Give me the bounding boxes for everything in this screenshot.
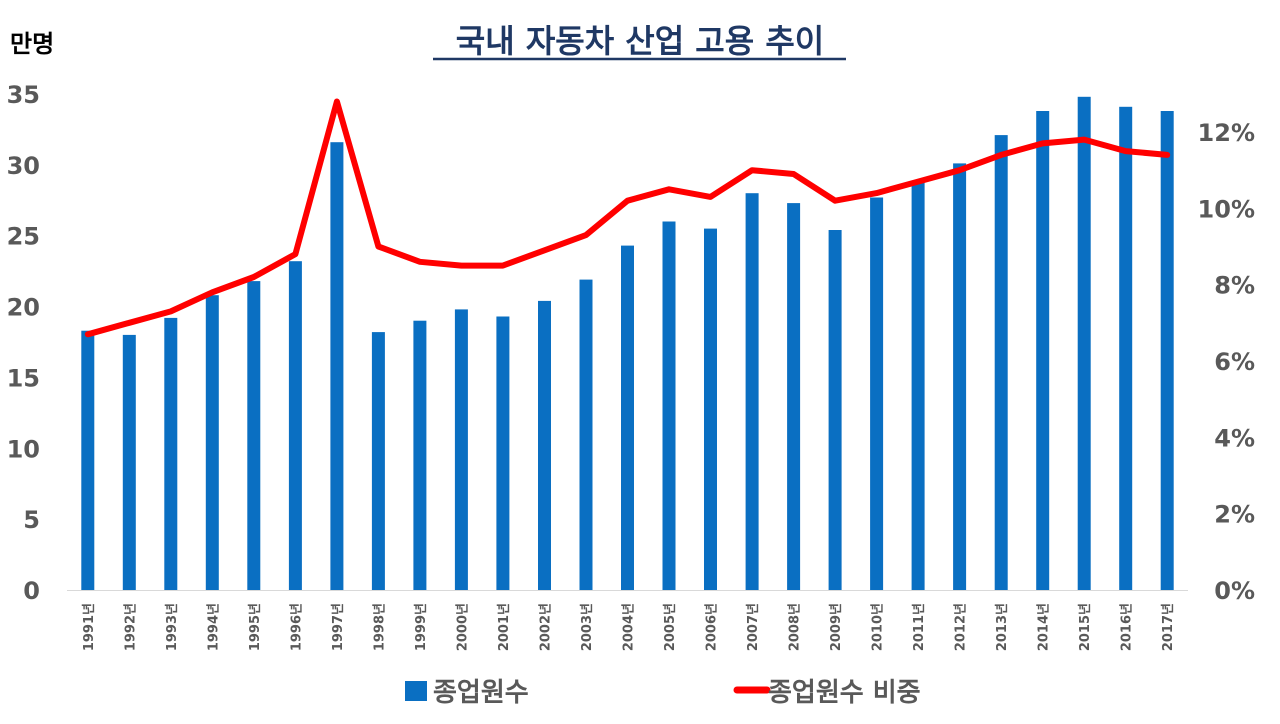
legend: 종업원수 종업원수 비중 — [405, 678, 921, 708]
x-axis-tick-label: 1997년 — [331, 603, 346, 651]
right-axis-tick-label: 2% — [1214, 501, 1255, 529]
x-axis-tick-label: 2000년 — [455, 603, 470, 651]
left-axis-tick-label: 5 — [23, 506, 40, 534]
bar-1993년 — [164, 318, 177, 590]
bar-1997년 — [330, 142, 343, 590]
x-axis-tick-label: 2004년 — [622, 603, 637, 651]
bar-2000년 — [455, 309, 468, 590]
left-axis-tick-label: 30 — [7, 152, 40, 180]
bar-2008년 — [787, 203, 800, 590]
right-axis-tick-label: 6% — [1214, 348, 1255, 376]
x-axis-tick-label: 2007년 — [746, 603, 761, 651]
left-axis-tick-label: 0 — [23, 577, 40, 605]
bar-2006년 — [704, 229, 717, 590]
bar-2015년 — [1078, 97, 1091, 590]
x-axis-tick-label: 1992년 — [123, 603, 138, 651]
x-axis-tick-label: 2006년 — [705, 603, 720, 651]
right-axis-tick-label: 0% — [1214, 577, 1255, 605]
bar-2004년 — [621, 246, 634, 590]
left-axis-tick-label: 25 — [7, 223, 40, 251]
legend-bar-swatch — [405, 681, 427, 701]
x-axis-tick-label: 2003년 — [580, 603, 595, 651]
bar-2012년 — [953, 163, 966, 590]
x-axis-tick-label: 1995년 — [248, 603, 263, 651]
bar-2017년 — [1161, 111, 1174, 590]
x-axis-tick-label: 2005년 — [663, 603, 678, 651]
bar-2005년 — [663, 222, 676, 591]
x-axis-tick-label: 1994년 — [206, 603, 221, 651]
x-axis-tick-label: 2016년 — [1120, 603, 1135, 651]
bar-2016년 — [1119, 107, 1132, 590]
x-axis-tick-label: 2015년 — [1078, 603, 1093, 651]
right-axis-tick-label: 10% — [1198, 195, 1255, 223]
bar-2013년 — [995, 135, 1008, 590]
bar-2009년 — [829, 230, 842, 590]
bar-2001년 — [496, 317, 509, 591]
x-axis-tick-label: 2011년 — [912, 603, 927, 651]
x-axis-tick-label: 1991년 — [82, 603, 97, 651]
left-axis-tick-label: 20 — [7, 294, 40, 322]
x-axis-tick-label: 2001년 — [497, 603, 512, 651]
x-axis-tick-label: 1999년 — [414, 603, 429, 651]
x-axis-tick-label: 2009년 — [829, 603, 844, 651]
x-axis-tick-label: 2002년 — [539, 603, 554, 651]
bar-1999년 — [413, 321, 426, 590]
bar-2003년 — [580, 280, 593, 590]
bar-1992년 — [123, 335, 136, 590]
left-axis-tick-label: 35 — [7, 81, 40, 109]
bar-1998년 — [372, 332, 385, 590]
bar-2011년 — [912, 182, 925, 590]
bar-1991년 — [81, 331, 94, 590]
legend-bar-label: 종업원수 — [433, 678, 529, 708]
chart-title: 국내 자동차 산업 고용 추이 — [456, 22, 824, 60]
bar-2010년 — [870, 198, 883, 591]
x-axis-tick-label: 2008년 — [788, 603, 803, 651]
x-axis-tick-label: 1993년 — [165, 603, 180, 651]
bars-layer — [81, 97, 1173, 590]
bar-1995년 — [247, 281, 260, 590]
right-axis-tick-label: 12% — [1198, 119, 1255, 147]
right-axis-tick-label: 8% — [1214, 272, 1255, 300]
x-axis-tick-label: 1998년 — [372, 603, 387, 651]
left-axis-tick-label: 10 — [7, 435, 40, 463]
bar-2007년 — [746, 193, 759, 590]
legend-line-label: 종업원수 비중 — [768, 678, 921, 708]
right-axis-tick-label: 4% — [1214, 424, 1255, 452]
bar-2014년 — [1036, 111, 1049, 590]
left-axis-tick-label: 15 — [7, 364, 40, 392]
x-axis-tick-label: 2017년 — [1161, 603, 1176, 651]
x-axis-tick-label: 2010년 — [871, 603, 886, 651]
x-axis-tick-label: 1996년 — [289, 603, 304, 651]
bar-2002년 — [538, 301, 551, 590]
x-axis-tick-label: 2014년 — [1037, 603, 1052, 651]
bar-1994년 — [206, 295, 219, 590]
x-axis-tick-label: 2013년 — [995, 603, 1010, 651]
bar-1996년 — [289, 261, 302, 590]
left-axis-unit-label: 만명 — [10, 30, 54, 58]
x-axis-tick-label: 2012년 — [954, 603, 969, 651]
